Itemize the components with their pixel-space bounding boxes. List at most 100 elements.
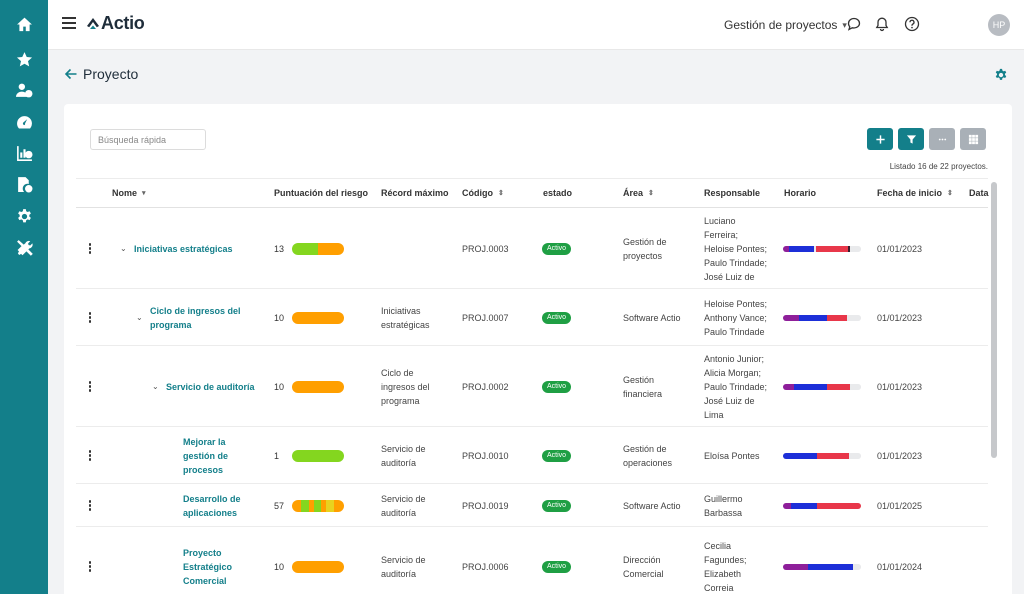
document-add-icon[interactable] bbox=[12, 172, 36, 196]
table-row[interactable]: Proyecto Estratégico Comercial 10 Servicio d… bbox=[76, 527, 988, 594]
column-header[interactable]: Horario bbox=[784, 188, 816, 198]
logo-mark-icon bbox=[87, 17, 99, 29]
project-name-link[interactable]: Ciclo de ingresos del programa bbox=[150, 304, 241, 332]
tools-icon[interactable] bbox=[12, 235, 36, 259]
top-bar: Actio Gestión de proyectos ▾ HP bbox=[48, 0, 1024, 50]
expand-chevron-icon[interactable]: ⌄ bbox=[152, 382, 159, 391]
parent-project-line: Iniciativas bbox=[381, 306, 421, 316]
column-header[interactable]: Puntuación del riesgo bbox=[274, 188, 368, 198]
start-date: 01/01/2025 bbox=[877, 499, 922, 513]
dots-horizontal-icon bbox=[938, 138, 946, 140]
risk-bar-segment bbox=[292, 381, 344, 393]
schedule-segment bbox=[793, 384, 827, 390]
sort-icon[interactable]: ▾ bbox=[142, 190, 146, 197]
avatar[interactable]: HP bbox=[988, 14, 1010, 36]
menu-icon[interactable] bbox=[62, 17, 76, 29]
home-icon[interactable] bbox=[12, 12, 36, 36]
schedule-segment bbox=[846, 315, 861, 321]
sort-icon[interactable]: ⇕ bbox=[648, 190, 654, 197]
project-card: Listado 16 de 22 proyectos. Nome ▾ Puntuac… bbox=[64, 104, 1012, 594]
column-header[interactable]: Data bbox=[969, 188, 989, 198]
parent-project: Iniciativas estratégicas bbox=[381, 304, 430, 332]
table-row[interactable]: ⌄ Ciclo de ingresos del programa 10 Iniciati… bbox=[76, 289, 988, 346]
back-arrow-icon[interactable] bbox=[64, 67, 78, 81]
start-date: 01/01/2023 bbox=[877, 449, 922, 463]
workspace-selector[interactable]: Gestión de proyectos ▾ bbox=[724, 18, 847, 32]
responsible: Heloise Pontes; Anthony Vance; Paulo Trind… bbox=[704, 297, 767, 339]
table-row[interactable]: ⌄ Iniciativas estratégicas 13 PROJ.0003 Acti… bbox=[76, 208, 988, 289]
project-name-link[interactable]: Iniciativas estratégicas bbox=[134, 242, 233, 256]
area-line: Dirección bbox=[623, 555, 661, 565]
project-name-link-line: Proyecto bbox=[183, 548, 222, 558]
notification-bell-icon[interactable] bbox=[874, 16, 890, 32]
row-actions-icon[interactable] bbox=[88, 500, 92, 512]
column-header[interactable]: Código ⇕ bbox=[462, 188, 504, 198]
vertical-scrollbar[interactable] bbox=[990, 178, 998, 594]
column-header-label: Fecha de inicio bbox=[877, 188, 943, 198]
chat-icon[interactable] bbox=[846, 16, 862, 32]
more-button[interactable] bbox=[929, 128, 955, 150]
risk-bar-segment bbox=[292, 312, 344, 324]
row-actions-icon[interactable] bbox=[88, 450, 92, 462]
column-header[interactable]: Área ⇕ bbox=[623, 188, 654, 198]
column-header[interactable]: Nome ▾ bbox=[112, 188, 146, 198]
row-actions-icon[interactable] bbox=[88, 312, 92, 324]
responsible: Luciano Ferreira; Heloise Pontes; Paulo Tri… bbox=[704, 214, 767, 284]
responsible-line: Fagundes; bbox=[704, 555, 747, 565]
table-row[interactable]: Desarrollo de aplicaciones 57 Servicio de au… bbox=[76, 484, 988, 527]
column-header[interactable]: estado bbox=[543, 188, 572, 198]
sort-icon[interactable]: ⇕ bbox=[498, 190, 504, 197]
filter-button[interactable] bbox=[898, 128, 924, 150]
scrollbar-thumb[interactable] bbox=[991, 182, 997, 458]
responsible-line: Luciano bbox=[704, 216, 736, 226]
schedule-bar bbox=[783, 384, 861, 390]
project-name-link[interactable]: Servicio de auditoría bbox=[166, 380, 255, 394]
project-code: PROJ.0002 bbox=[462, 380, 509, 394]
project-name-link-line: gestión de bbox=[183, 451, 229, 461]
project-name-link-line: Ciclo de ingresos del bbox=[150, 306, 241, 316]
page-title: Proyecto bbox=[83, 66, 139, 82]
project-name-link[interactable]: Mejorar la gestión de procesos bbox=[183, 435, 228, 477]
column-header[interactable]: Fecha de inicio ⇕ bbox=[877, 188, 953, 198]
row-actions-icon[interactable] bbox=[88, 561, 92, 573]
project-name-link[interactable]: Proyecto Estratégico Comercial bbox=[183, 546, 232, 588]
project-name-link-line: procesos bbox=[183, 465, 224, 475]
table-row[interactable]: ⌄ Servicio de auditoría 10 Ciclo de ingresos… bbox=[76, 346, 988, 427]
responsible-line: Lima bbox=[704, 410, 724, 420]
chart-money-icon[interactable] bbox=[12, 141, 36, 165]
column-header[interactable]: Responsable bbox=[704, 188, 760, 198]
responsible-line: José Luiz de bbox=[704, 396, 755, 406]
add-button[interactable] bbox=[867, 128, 893, 150]
project-name-link[interactable]: Desarrollo de aplicaciones bbox=[183, 492, 241, 520]
project-code-line: PROJ.0010 bbox=[462, 451, 509, 461]
grid-view-button[interactable] bbox=[960, 128, 986, 150]
dashboard-gauge-icon[interactable] bbox=[12, 110, 36, 134]
table-row[interactable]: Mejorar la gestión de procesos 1 Servicio de… bbox=[76, 427, 988, 484]
area: Software Actio bbox=[623, 311, 681, 325]
help-icon[interactable] bbox=[904, 16, 920, 32]
settings-gear-icon[interactable] bbox=[12, 204, 36, 228]
risk-bar bbox=[292, 381, 344, 393]
risk-bar-segment bbox=[318, 243, 344, 255]
column-header[interactable]: Récord máximo bbox=[381, 188, 449, 198]
expand-chevron-icon[interactable]: ⌄ bbox=[120, 244, 127, 253]
page-settings-icon[interactable] bbox=[994, 68, 1008, 82]
risk-bar bbox=[292, 312, 344, 324]
area-line: Gestión de bbox=[623, 237, 667, 247]
column-header-label: Código bbox=[462, 188, 493, 198]
users-money-icon[interactable] bbox=[12, 78, 36, 102]
project-code: PROJ.0006 bbox=[462, 560, 509, 574]
schedule-segment bbox=[790, 503, 818, 509]
risk-bar-segment bbox=[308, 500, 314, 512]
star-icon[interactable] bbox=[12, 47, 36, 71]
schedule-segment bbox=[817, 453, 849, 459]
start-date: 01/01/2023 bbox=[877, 242, 922, 256]
risk-bar bbox=[292, 561, 344, 573]
sort-icon[interactable]: ⇕ bbox=[947, 190, 953, 197]
app-logo[interactable]: Actio bbox=[86, 13, 145, 34]
chevron-down-icon: ▾ bbox=[842, 19, 847, 30]
expand-chevron-icon[interactable]: ⌄ bbox=[136, 313, 143, 322]
row-actions-icon[interactable] bbox=[88, 381, 92, 393]
row-actions-icon[interactable] bbox=[88, 243, 92, 255]
quick-search-input[interactable] bbox=[90, 129, 206, 150]
